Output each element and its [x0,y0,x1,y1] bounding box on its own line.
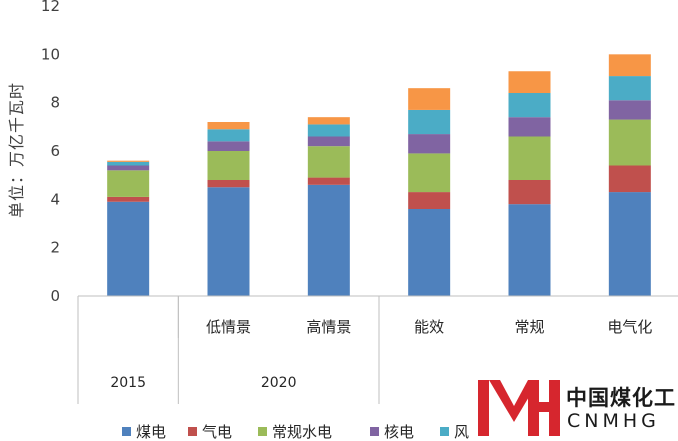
bar-segment [408,153,451,193]
bar-segment [307,124,350,137]
bar-segment [107,196,150,202]
bar-segment [307,136,350,147]
bar-segment [307,146,350,178]
group-label: 2020 [261,375,297,391]
legend-swatch [188,427,197,436]
bar-segment [107,201,150,296]
bars [107,54,651,296]
category-labels: 低情景 高情景 能效 常规 电气化 [206,318,652,336]
legend-swatch [370,427,379,436]
y-tick-label: 4 [50,190,60,208]
y-tick-label: 10 [41,45,60,63]
legend-swatch [258,427,267,436]
bar-segment [408,88,451,110]
legend-label: 气电 [202,423,232,441]
group-label: 2015 [110,375,146,391]
bar-segment [608,54,651,77]
bar-segment [307,184,350,296]
category-label: 高情景 [306,318,351,336]
category-label: 常规 [514,318,544,336]
bar-segment [408,134,451,154]
bar-segment [608,165,651,193]
y-tick-label: 6 [50,142,60,160]
y-tick-label: 2 [50,239,60,257]
y-axis-title: 单位：万亿千瓦时 [7,82,26,218]
bar-segment [408,209,451,296]
bar-segment [508,71,551,93]
y-tick-label: 12 [41,0,60,15]
bar-segment [107,165,150,171]
bar-segment [207,180,250,188]
bar-segment [508,204,551,296]
cnmhg-logo-icon [478,380,560,436]
watermark-en-text: CNMHG [567,410,660,432]
bar-segment [408,192,451,209]
legend-label: 煤电 [136,423,166,441]
bar-segment [207,129,250,142]
category-label: 电气化 [607,318,652,336]
watermark-cn-text: 中国煤化工 [566,386,676,410]
bar-segment [608,100,651,120]
category-label: 低情景 [206,318,251,336]
legend-label: 常规水电 [272,423,332,441]
category-label: 能效 [414,318,444,336]
bar-segment [107,170,150,197]
bar-segment [508,93,551,118]
bar-segment [508,180,551,205]
bar-segment [307,177,350,185]
bar-segment [608,76,651,101]
y-tick-label: 8 [50,94,60,112]
y-axis-title-group: 单位：万亿千瓦时 [7,82,26,218]
bar-segment [307,117,350,125]
bar-segment [207,141,250,151]
bar-segment [608,192,651,296]
y-axis-ticks: 0 2 4 6 8 10 12 [41,0,60,305]
y-tick-label: 0 [50,287,60,305]
bar-segment [207,151,250,180]
legend-label: 核电 [384,423,414,441]
legend-swatch [122,427,131,436]
bar-segment [508,117,551,137]
bar-segment [608,119,651,166]
bar-segment [107,161,150,166]
bar-segment [107,160,150,162]
bar-segment [408,109,451,135]
bar-segment [508,136,551,180]
x-axis [77,295,678,404]
bar-segment [207,122,250,130]
watermark-logo: 中国煤化工 CNMHG [470,372,678,441]
legend-swatch [440,427,449,436]
bar-segment [207,187,250,296]
